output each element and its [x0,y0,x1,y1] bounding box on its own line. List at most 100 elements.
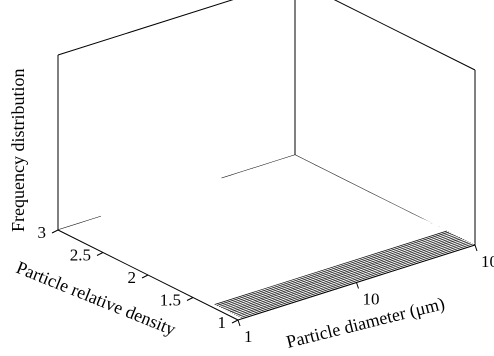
surface-front-band-line [225,236,458,311]
surface-cell [304,191,327,201]
density-tick-mark [231,319,239,324]
surface-cell [304,209,326,218]
surface-cell [316,170,338,180]
surface-cell [368,197,391,207]
surface-cell [326,184,348,194]
density-tick-mark [141,274,149,279]
surface-cell [293,211,315,239]
surface-cell [251,173,274,183]
density-tick-label: 1 [218,313,227,332]
surface-cell [196,248,218,261]
surface-cell [411,225,433,229]
surface-cell [238,281,261,291]
surface-cell [196,166,219,249]
surface-cell [185,290,207,299]
surface-cell [389,226,411,236]
surface-cell [153,205,176,257]
surface-cell [292,255,315,265]
surface-cell [304,200,326,210]
surface-cell [175,236,197,259]
z-axis-title: Frequency distribution [8,69,28,232]
surface-cell [217,288,239,298]
surface-cell [196,278,218,287]
surface-cell [293,238,315,256]
density-tick-mark [186,297,194,301]
surface-cell [249,278,271,288]
surface-cell [260,266,282,275]
surface-cell [272,184,295,194]
surface-cell [389,224,412,227]
diameter-tick-label: 1 [244,327,253,346]
surface-cell [432,232,454,245]
surface-cell [239,264,261,274]
surface-cell [217,262,240,272]
surface-cell [238,273,261,282]
surface-cell [241,177,263,186]
surface-cell [283,181,305,190]
surface-cell [241,168,263,178]
surface-cell [368,206,391,215]
surface-cell [195,286,218,296]
density-tick-label: 2.5 [70,246,91,265]
surface-cell [207,166,229,230]
surface-cell [271,200,294,226]
surface-cell [325,211,348,220]
surface-cell [174,276,196,285]
surface-cell [249,269,272,279]
surface-cell [239,184,261,227]
surface-cell [206,283,228,292]
surface-cell [218,201,240,253]
surface-cell [379,219,401,226]
diameter-tick-mark [237,319,241,327]
surface-cell [305,174,327,183]
surface-cell [164,270,186,280]
surface-cell [272,201,294,211]
surface-cell [305,165,327,175]
surface-cell [335,228,358,250]
surface-cell [163,279,186,289]
surface-cell [186,136,208,200]
surface-cell [379,225,401,227]
surface-cell [283,172,306,182]
surface-front-band-line [231,239,465,314]
surface-cell [185,272,207,282]
surface-cell [325,218,347,237]
surface-cell [143,245,165,261]
surface-cell [271,225,293,254]
surface-cell [368,223,390,230]
surface-cell [294,177,316,187]
surface-cell [207,265,229,275]
surface-cell [185,281,207,291]
surface-front-band-line [223,234,456,310]
surface-cell [207,230,229,258]
surface-cell [132,159,154,255]
surface-cell [303,261,325,270]
surface-cell [410,228,433,241]
surface-cell [336,218,358,229]
surface-cell [207,257,229,266]
surface-front-band-line [236,241,469,316]
surface-cell [196,260,218,270]
surface-cell [228,267,250,277]
surface-cell [251,165,274,174]
surface-cell [305,183,327,192]
surface-cell [68,231,90,241]
surface-cell [250,206,272,251]
surface-cell [174,267,197,277]
diameter-axis-ticks: 1 10 100 [237,244,494,346]
surface-cell [230,172,252,181]
surface-cell [260,240,283,258]
surface-cell [186,199,208,255]
surface-mesh [58,92,476,320]
surface-cell [284,163,306,173]
surface-cell [260,275,282,284]
surface-cell [410,253,432,262]
surface-front-band-line [233,240,467,315]
surface-cell [326,202,348,211]
surface-cell [272,193,295,202]
surface-cell [111,173,133,253]
surface-cell [175,258,197,268]
surface-front-band-line [227,237,461,312]
surface-cell [100,237,122,257]
surface-cell [378,242,400,255]
